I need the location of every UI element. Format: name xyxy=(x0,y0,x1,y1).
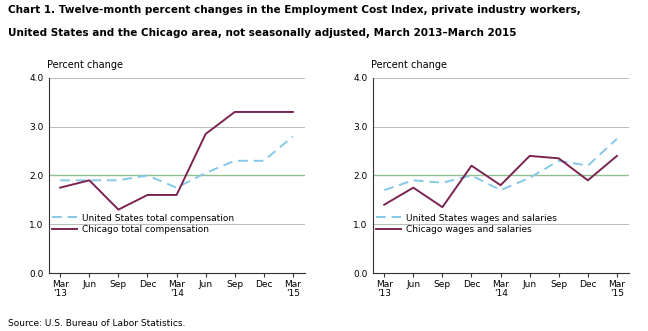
United States total compensation xyxy=(260,159,268,163)
United States wages and salaries xyxy=(613,137,621,141)
United States wages and salaries xyxy=(497,188,505,192)
Chicago wages and salaries xyxy=(497,183,505,187)
Text: Chart 1. Twelve-month percent changes in the Employment Cost Index, private indu: Chart 1. Twelve-month percent changes in… xyxy=(8,5,581,15)
United States wages and salaries xyxy=(380,188,388,192)
Chicago wages and salaries xyxy=(468,164,476,167)
United States wages and salaries xyxy=(555,159,562,163)
Chicago total compensation xyxy=(86,178,93,182)
Chicago wages and salaries xyxy=(613,154,621,158)
United States total compensation xyxy=(56,178,64,182)
United States total compensation xyxy=(202,171,209,175)
Legend: United States total compensation, Chicago total compensation: United States total compensation, Chicag… xyxy=(49,210,238,238)
United States total compensation xyxy=(86,178,93,182)
Chicago wages and salaries xyxy=(439,205,446,209)
United States wages and salaries xyxy=(468,173,476,177)
Text: Percent change: Percent change xyxy=(371,60,447,70)
Chicago wages and salaries xyxy=(584,178,592,182)
United States total compensation xyxy=(289,134,297,138)
Text: Source: U.S. Bureau of Labor Statistics.: Source: U.S. Bureau of Labor Statistics. xyxy=(8,319,185,328)
Chicago total compensation xyxy=(172,193,180,197)
Chicago total compensation xyxy=(144,193,152,197)
United States wages and salaries xyxy=(526,176,533,180)
Chicago total compensation xyxy=(56,186,64,190)
United States total compensation xyxy=(144,173,152,177)
Chicago total compensation xyxy=(202,132,209,136)
Text: Percent change: Percent change xyxy=(47,60,123,70)
Chicago wages and salaries xyxy=(380,203,388,207)
United States wages and salaries xyxy=(410,178,417,182)
United States wages and salaries xyxy=(439,181,446,185)
United States total compensation xyxy=(115,178,122,182)
Line: United States wages and salaries: United States wages and salaries xyxy=(384,139,617,190)
Chicago wages and salaries xyxy=(526,154,533,158)
United States total compensation xyxy=(172,186,180,190)
Chicago wages and salaries xyxy=(410,186,417,190)
Chicago total compensation xyxy=(260,110,268,114)
United States wages and salaries xyxy=(584,164,592,167)
Chicago total compensation xyxy=(289,110,297,114)
Chicago total compensation xyxy=(115,208,122,212)
Text: United States and the Chicago area, not seasonally adjusted, March 2013–March 20: United States and the Chicago area, not … xyxy=(8,28,516,38)
United States total compensation xyxy=(231,159,238,163)
Chicago total compensation xyxy=(231,110,238,114)
Line: Chicago total compensation: Chicago total compensation xyxy=(60,112,293,210)
Line: United States total compensation: United States total compensation xyxy=(60,136,293,188)
Line: Chicago wages and salaries: Chicago wages and salaries xyxy=(384,156,617,207)
Legend: United States wages and salaries, Chicago wages and salaries: United States wages and salaries, Chicag… xyxy=(373,210,561,238)
Chicago wages and salaries xyxy=(555,156,562,160)
